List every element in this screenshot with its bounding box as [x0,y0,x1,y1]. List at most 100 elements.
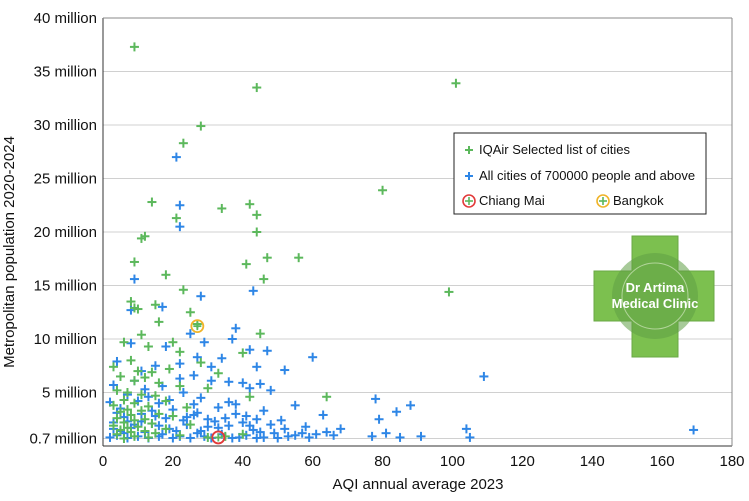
city-point [206,362,216,372]
iqair-point [126,355,136,365]
city-point [381,428,391,438]
city-point [245,383,255,393]
city-point [189,399,199,409]
x-tick-label: 140 [580,453,605,470]
city-point [224,377,234,387]
y-tick-label: 10 million [34,331,97,348]
iqair-point [252,83,262,93]
city-point [259,406,269,416]
city-point [248,286,258,296]
city-point [280,365,290,375]
city-point [290,400,300,410]
city-point [178,388,188,397]
city-point [255,427,265,437]
city-point [189,370,199,380]
iqair-point [238,348,248,358]
city-point [213,402,223,412]
iqair-point [175,347,185,357]
iqair-point [122,388,132,397]
city-point [395,432,405,442]
globe-icon [612,253,698,339]
city-point [105,432,115,442]
city-point [227,433,237,443]
iqair-point [140,414,150,424]
iqair-point [126,297,136,307]
iqair-point [252,227,262,237]
iqair-point [196,121,206,131]
iqair-point [140,426,150,436]
city-point [276,415,286,425]
clinic-logo: Dr Artima Medical Clinic [593,235,715,358]
iqair-point [164,364,174,374]
city-point [206,376,216,386]
city-point [689,425,699,435]
city-point [238,378,248,388]
iqair-point [129,376,139,386]
iqair-point [129,431,139,441]
city-point [203,422,213,432]
iqair-point [378,185,388,195]
y-tick-label: 20 million [34,224,97,241]
legend-label-bangkok: Bangkok [613,193,664,208]
city-point [217,353,227,363]
iqair-point [108,362,118,372]
city-point [252,433,262,443]
y-tick-label: 15 million [34,278,97,295]
iqair-point [126,410,136,420]
iqair-point [154,409,164,419]
city-point [304,432,314,442]
iqair-point [213,368,223,378]
city-point [269,428,279,438]
city-point [227,334,237,344]
iqair-point [133,366,143,376]
city-point [262,346,272,356]
city-point [196,291,206,301]
legend-label-chiang-mai: Chiang Mai [479,193,545,208]
iqair-point [175,430,185,440]
city-point [367,431,377,441]
city-point [255,379,265,389]
iqair-point [203,432,213,442]
city-point [112,356,122,366]
city-point [336,424,346,434]
y-tick-label: 35 million [34,64,97,81]
city-point [161,341,171,351]
city-point [192,352,202,362]
city-point [175,200,185,210]
x-tick-label: 120 [510,453,535,470]
city-point [297,428,307,438]
iqair-point [129,415,139,425]
iqair-point [147,419,157,429]
city-point [196,426,206,436]
iqair-point [143,432,153,442]
x-tick-label: 100 [440,453,465,470]
iqair-point [154,317,164,327]
city-point [231,323,241,333]
legend-label-iqair: IQAir Selected list of cities [479,142,630,157]
city-point [171,152,181,162]
iqair-point [178,285,188,295]
iqair-point [294,253,304,263]
city-point [371,394,381,404]
y-tick-label: 5 million [42,385,97,402]
x-tick-label: 60 [304,453,321,470]
city-point [220,413,230,423]
iqair-point [241,259,251,269]
iqair-point [115,407,125,417]
city-point [157,302,167,312]
iqair-point [182,402,192,412]
city-point [224,421,234,431]
iqair-point [168,411,178,421]
iqair-point [161,396,171,406]
city-point [161,413,171,423]
iqair-point [150,300,160,310]
iqair-point [119,395,129,405]
x-axis-title: AQI annual average 2023 [333,476,504,493]
legend: IQAir Selected list of cities All cities… [453,132,707,215]
data-points [105,42,699,445]
iqair-point [115,371,125,381]
iqair-point [150,391,160,401]
iqair-point [133,422,143,432]
iqair-point [154,378,164,388]
city-point [283,431,293,441]
